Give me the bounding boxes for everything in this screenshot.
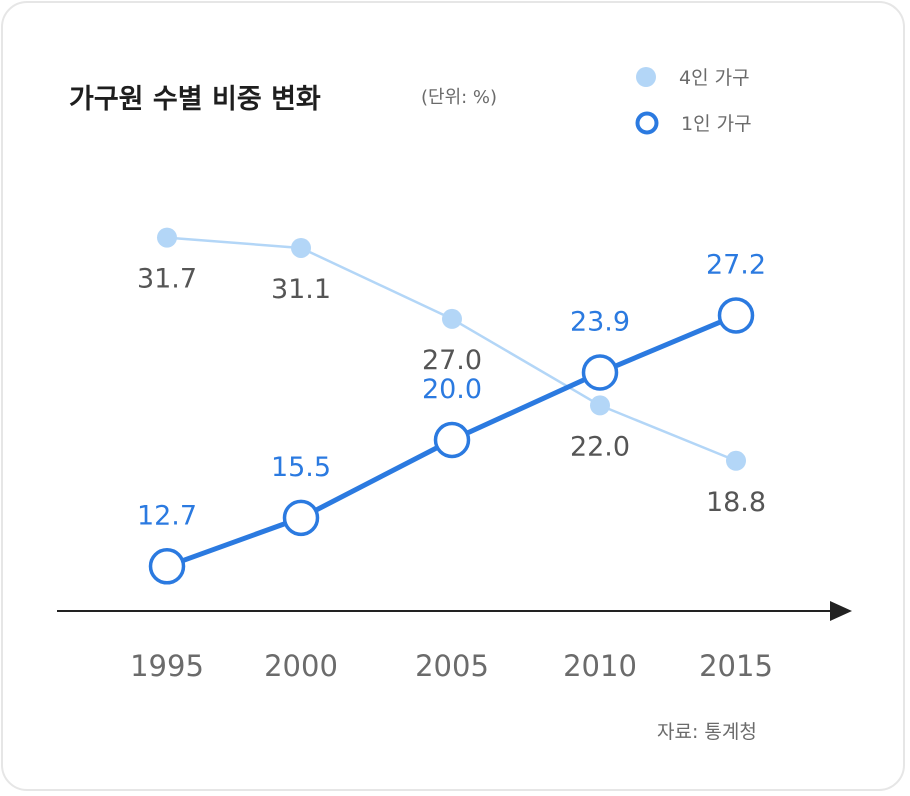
data-point-1person (433, 421, 471, 459)
data-label-4person: 31.7 (137, 264, 197, 295)
legend-label-4person: 4인 가구 (679, 67, 750, 89)
data-label-4person: 27.0 (422, 345, 482, 376)
legend-item-4person: 4인 가구 (635, 63, 750, 90)
data-label-1person: 20.0 (422, 374, 482, 405)
data-label-1person: 27.2 (706, 249, 766, 280)
data-point-1person (717, 297, 755, 334)
legend-label-1person: 1인 가구 (681, 113, 752, 135)
data-point-4person (442, 308, 462, 329)
x-tick-label: 2000 (264, 649, 338, 683)
legend-marker-1person (635, 111, 659, 134)
source-label: 자료: 통계청 (657, 721, 757, 743)
chart-title: 가구원 수별 비중 변화 (69, 84, 321, 115)
data-label-1person: 15.5 (271, 452, 331, 483)
data-point-4person (291, 237, 311, 258)
data-label-4person: 22.0 (570, 431, 630, 462)
data-point-4person (157, 227, 177, 248)
x-tick-label: 2015 (699, 649, 773, 683)
x-tick-label: 2010 (563, 649, 637, 683)
data-point-1person (581, 354, 619, 391)
data-point-1person (282, 499, 320, 537)
data-point-1person (148, 548, 186, 585)
data-point-4person (590, 395, 610, 416)
legend-item-1person: 1인 가구 (635, 109, 752, 136)
x-tick-label: 2005 (415, 649, 489, 683)
data-label-4person: 31.1 (271, 274, 331, 305)
unit-label: (단위: %) (421, 87, 498, 108)
data-label-1person: 12.7 (137, 500, 197, 531)
x-tick-label: 1995 (130, 649, 204, 683)
data-point-4person (726, 450, 746, 471)
x-axis-arrow-icon (830, 601, 852, 621)
data-label-1person: 23.9 (570, 307, 630, 338)
data-label-4person: 18.8 (706, 487, 766, 518)
legend-marker-4person (636, 66, 656, 87)
